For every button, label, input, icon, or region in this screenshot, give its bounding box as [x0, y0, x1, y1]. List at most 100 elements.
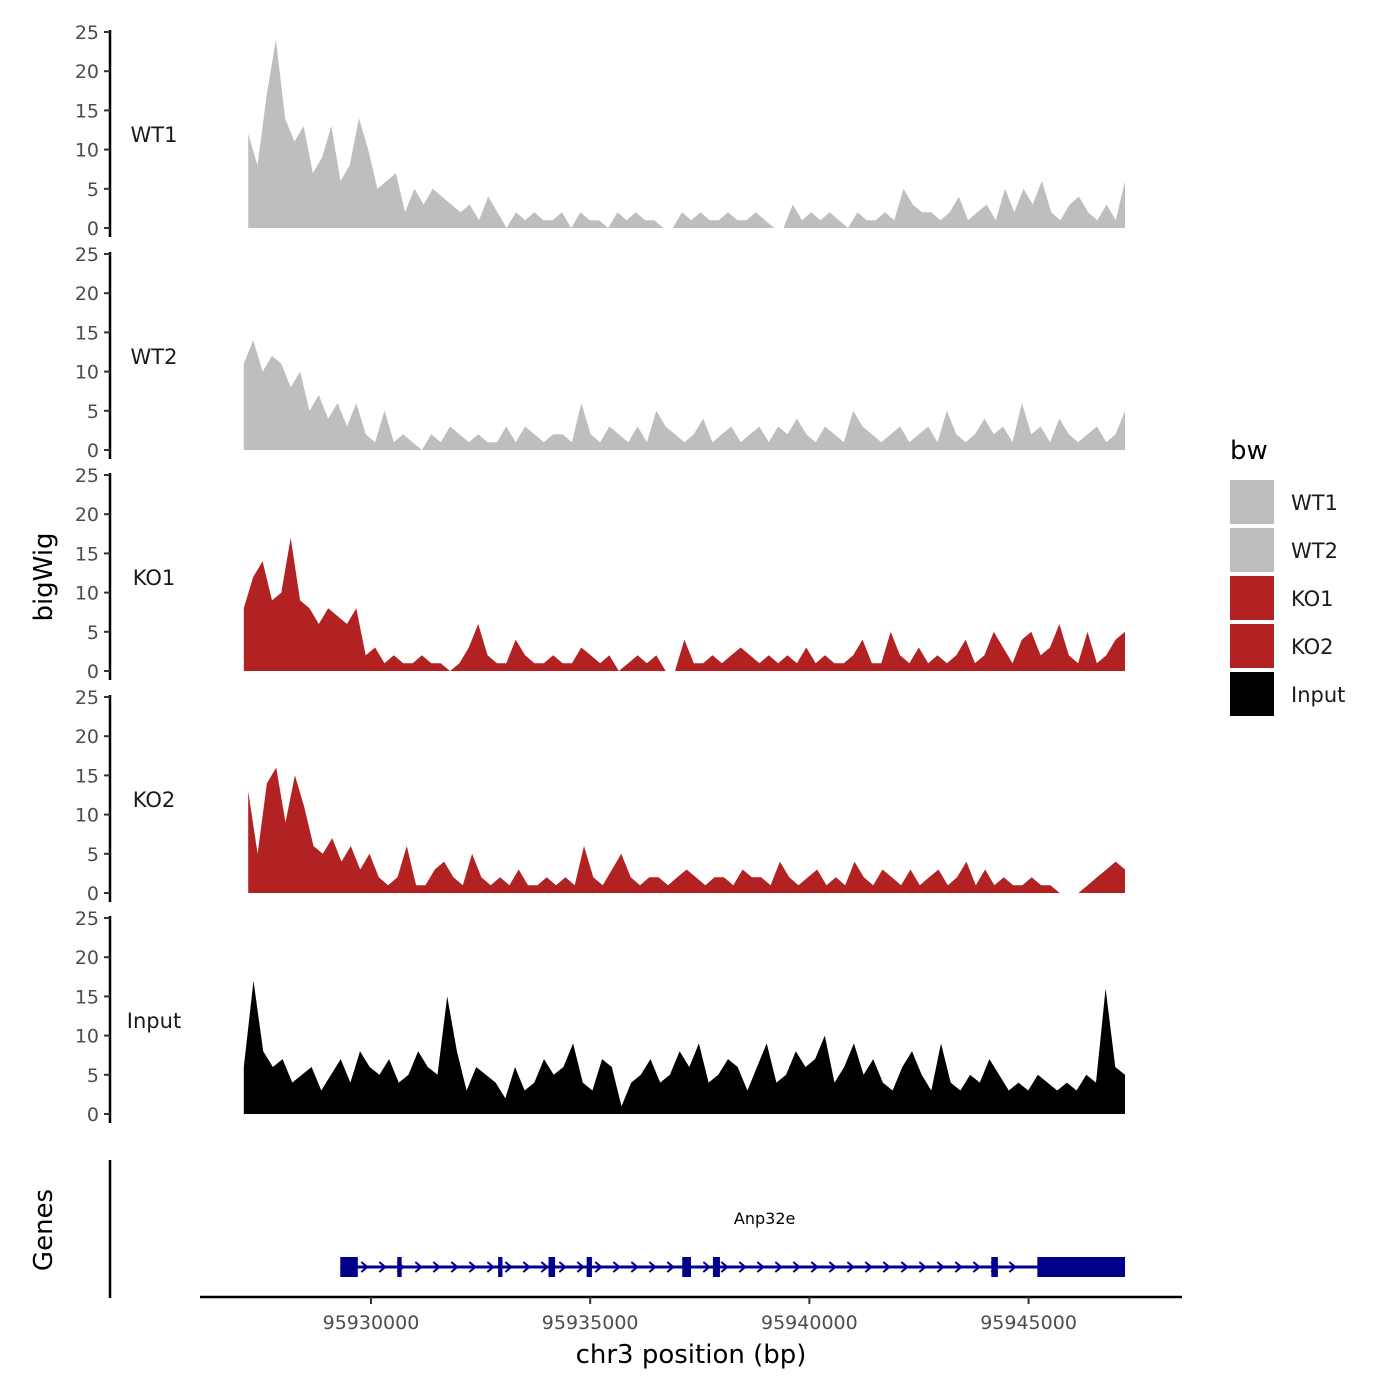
x-tick-label: 95940000 [761, 1312, 858, 1334]
strand-arrow [774, 1261, 783, 1273]
y-tick-label: 20 [75, 504, 99, 526]
y-tick-label: 5 [87, 844, 99, 866]
y-tick-label: 0 [87, 661, 99, 683]
x-axis: 95930000 95935000 95940000 95945000 [200, 1295, 1182, 1334]
legend-swatch-ko1 [1230, 576, 1274, 620]
x-axis-title: chr3 position (bp) [576, 1340, 807, 1370]
strand-arrow [846, 1261, 855, 1273]
legend: bw WT1 WT2 KO1 KO2 Input [1230, 436, 1345, 716]
strand-arrow [558, 1261, 567, 1273]
exon-block [991, 1257, 998, 1277]
legend-swatch-ko2 [1230, 624, 1274, 668]
y-tick-label: 0 [87, 883, 99, 905]
exon-block [712, 1257, 720, 1277]
y-tick-label: 5 [87, 179, 99, 201]
signal-area-wt2 [243, 340, 1126, 450]
strand-arrow [954, 1261, 963, 1273]
track-ko2: 0 5 10 15 20 25 KO2 [75, 687, 1125, 905]
gene-panel: Anp32e [108, 1160, 1126, 1298]
strand-arrow [936, 1261, 945, 1273]
y-tick-label: 20 [75, 61, 99, 83]
y-tick-label: 20 [75, 947, 99, 969]
exon-block [340, 1257, 358, 1277]
strand-arrow [378, 1261, 387, 1273]
gene-anp32e: Anp32e [340, 1209, 1126, 1277]
exon-block [498, 1257, 503, 1277]
y-tick-label: 25 [75, 244, 99, 266]
legend-swatch-input [1230, 672, 1274, 716]
y-tick-label: 10 [75, 362, 99, 384]
strand-arrow [666, 1261, 675, 1273]
y-tick-label: 15 [75, 543, 99, 565]
strand-arrow [360, 1261, 369, 1273]
y-tick-label: 20 [75, 283, 99, 305]
strand-arrow [612, 1261, 621, 1273]
track-label-input: Input [127, 1009, 181, 1033]
y-tick-label: 5 [87, 622, 99, 644]
strand-arrow [468, 1261, 477, 1273]
y-tick-label: 10 [75, 140, 99, 162]
strand-arrow [540, 1261, 549, 1273]
y-tick-label: 25 [75, 22, 99, 44]
y-tick-label: 10 [75, 583, 99, 605]
signal-area-wt1 [248, 39, 1125, 228]
exon-block [1037, 1257, 1126, 1277]
track-label-ko2: KO2 [133, 788, 176, 812]
strand-arrow [594, 1261, 603, 1273]
legend-label-input: Input [1291, 683, 1345, 707]
genes-panel-title: Genes [29, 1189, 59, 1271]
strand-arrow [972, 1261, 981, 1273]
exon-block [586, 1257, 592, 1277]
y-tick-label: 5 [87, 1065, 99, 1087]
track-ko1: 0 5 10 15 20 25 KO1 [75, 465, 1126, 683]
strand-arrow [522, 1261, 531, 1273]
y-tick-label: 15 [75, 765, 99, 787]
legend-label-wt1: WT1 [1291, 491, 1338, 515]
strand-arrow [504, 1261, 513, 1273]
strand-arrow [828, 1261, 837, 1273]
strand-arrow [810, 1261, 819, 1273]
strand-arrow [882, 1261, 891, 1273]
y-tick-label: 15 [75, 986, 99, 1008]
x-tick-label: 95930000 [323, 1312, 420, 1334]
track-wt2: 0 5 10 15 20 25 WT2 [75, 244, 1126, 462]
legend-label-wt2: WT2 [1291, 539, 1338, 563]
strand-arrow [648, 1261, 657, 1273]
y-tick-label: 25 [75, 908, 99, 930]
strand-arrow [630, 1261, 639, 1273]
y-tick-label: 20 [75, 726, 99, 748]
gene-name-label: Anp32e [734, 1209, 795, 1228]
y-tick-label: 0 [87, 1104, 99, 1126]
strand-arrow [1008, 1261, 1017, 1273]
strand-arrow [918, 1261, 927, 1273]
x-tick-label: 95935000 [542, 1312, 639, 1334]
y-tick-label: 10 [75, 805, 99, 827]
legend-swatch-wt2 [1230, 528, 1274, 572]
signal-area-input [243, 980, 1126, 1114]
exon-block [397, 1257, 402, 1277]
bigwig-tracks: 0510152025WT10510152025WT20510152025KO10… [75, 22, 1126, 1126]
strand-arrow [576, 1261, 585, 1273]
strand-arrow [702, 1261, 711, 1273]
y-tick-label: 25 [75, 465, 99, 487]
strand-arrow [450, 1261, 459, 1273]
exon-block [682, 1257, 691, 1277]
legend-label-ko1: KO1 [1291, 587, 1334, 611]
track-input: 0 5 10 15 20 25 Input [75, 908, 1126, 1126]
strand-arrow [792, 1261, 801, 1273]
y-tick-label: 25 [75, 687, 99, 709]
track-wt1: 0 5 10 15 20 25 WT1 [75, 22, 1125, 240]
track-label-wt2: WT2 [131, 345, 178, 369]
track-label-ko1: KO1 [133, 566, 176, 590]
track-label-wt1: WT1 [131, 123, 178, 147]
strand-arrow [756, 1261, 765, 1273]
strand-arrow [414, 1261, 423, 1273]
strand-arrow [432, 1261, 441, 1273]
x-tick-label: 95945000 [980, 1312, 1077, 1334]
y-tick-label: 5 [87, 401, 99, 423]
y-tick-label: 15 [75, 100, 99, 122]
signal-area-ko1 [243, 537, 1126, 671]
strand-arrow [720, 1261, 729, 1273]
strand-arrow [900, 1261, 909, 1273]
